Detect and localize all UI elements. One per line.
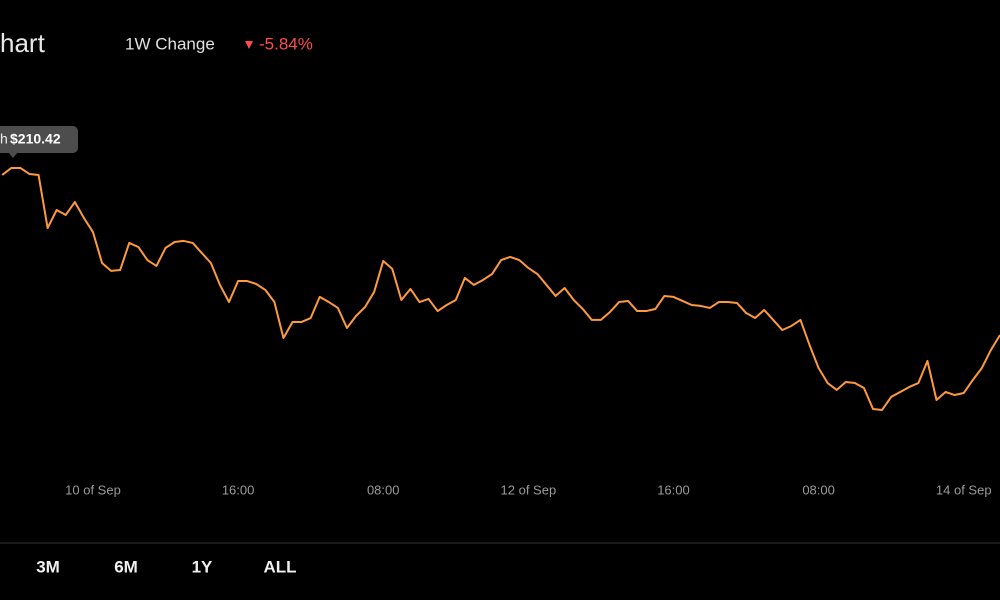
tooltip-value: $210.42 bbox=[10, 131, 61, 147]
down-arrow bbox=[245, 41, 253, 49]
range-button[interactable]: ALL bbox=[263, 557, 296, 576]
x-tick-label: 10 of Sep bbox=[65, 482, 121, 497]
change-value: -5.84% bbox=[259, 34, 313, 53]
x-tick-label: 14 of Sep bbox=[936, 482, 992, 497]
change-label: 1W Change bbox=[125, 34, 215, 53]
range-button[interactable]: 3M bbox=[36, 557, 60, 576]
tooltip-box bbox=[0, 126, 78, 153]
price-line bbox=[1, 166, 1000, 411]
x-tick-label: 16:00 bbox=[657, 482, 690, 497]
range-button[interactable]: 6M bbox=[114, 557, 138, 576]
x-tick-label: 12 of Sep bbox=[501, 482, 557, 497]
range-button[interactable]: 1Y bbox=[192, 557, 213, 576]
title: hart bbox=[0, 28, 46, 58]
tooltip-pointer bbox=[8, 152, 18, 158]
plot: 10 of Sep 16:00 08:00 12 of Sep 16:00 08:00 14… bbox=[1, 166, 1000, 497]
range-buttons: 3M 6M 1Y ALL bbox=[36, 557, 296, 576]
x-tick-label: 16:00 bbox=[222, 482, 255, 497]
tooltip: h $210.42 bbox=[0, 126, 78, 158]
x-tick-label: 08:00 bbox=[802, 482, 835, 497]
x-tick-label: 08:00 bbox=[367, 482, 400, 497]
tooltip-label: h bbox=[0, 131, 8, 147]
